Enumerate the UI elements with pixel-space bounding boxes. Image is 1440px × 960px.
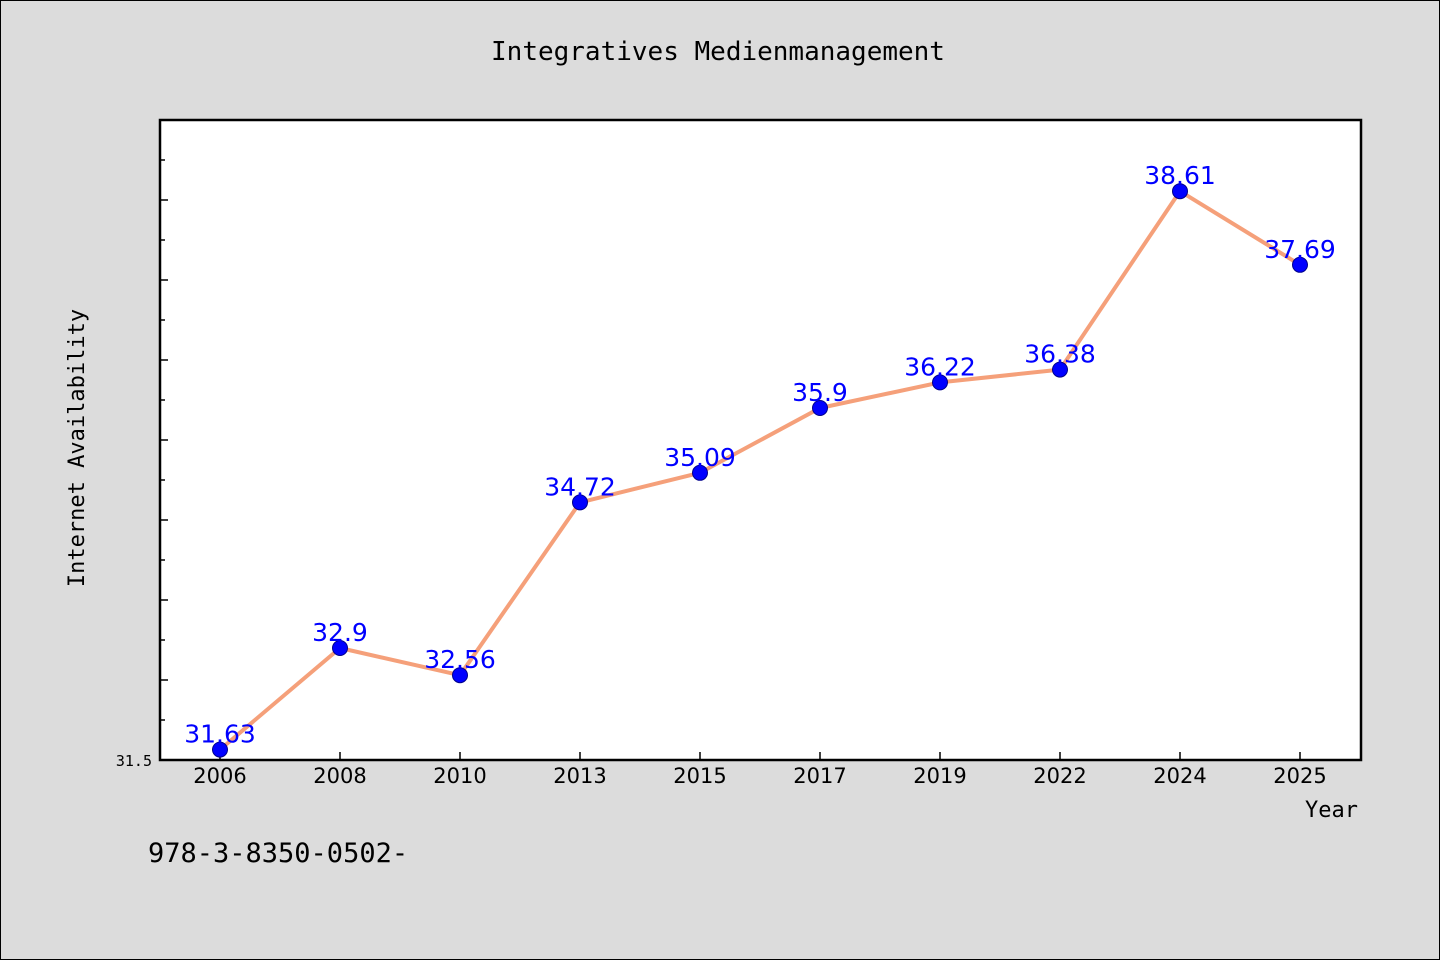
series-line	[218, 189, 1302, 752]
data-label: 37.69	[1264, 235, 1336, 264]
x-tick-label: 2017	[793, 764, 846, 788]
data-point	[932, 374, 948, 391]
data-label: 36.38	[1024, 340, 1096, 369]
data-label: 36.22	[904, 352, 976, 381]
x-axis-ticks: 2006 2008 2010 2013 2015 2017 2019 2022 2024 2025	[193, 752, 1327, 788]
x-tick-label: 2006	[193, 764, 246, 788]
series-layer: 31.63 32.9 32.56 34.72 35.09 35.9 36.22 36.38 38…	[184, 161, 1336, 758]
data-label: 31.63	[184, 720, 256, 749]
x-tick-label: 2015	[673, 764, 726, 788]
data-point	[1172, 183, 1188, 200]
footnote: 978-3-8350-0502-	[148, 838, 408, 869]
data-point	[332, 640, 348, 656]
x-tick-label: 2008	[313, 764, 366, 788]
data-point	[1052, 361, 1068, 378]
x-tick-label: 2022	[1033, 764, 1086, 788]
data-label: 32.9	[312, 618, 368, 647]
data-label: 34.72	[544, 472, 616, 501]
x-tick-label: 2024	[1153, 764, 1206, 788]
y-axis-label: Internet Availability	[65, 309, 90, 587]
data-point	[812, 400, 828, 416]
data-point	[452, 667, 468, 684]
data-point	[572, 494, 588, 511]
data-label: 35.09	[664, 443, 736, 472]
data-point	[692, 464, 708, 481]
y-tick-label: 31.5	[116, 752, 152, 770]
data-label: 32.56	[424, 645, 496, 674]
y-axis-ticks	[160, 119, 168, 761]
data-point	[1292, 256, 1308, 273]
x-tick-label: 2025	[1273, 764, 1326, 788]
x-axis-label: Year	[1305, 798, 1358, 823]
x-tick-label: 2013	[553, 764, 606, 788]
x-tick-label: 2019	[913, 764, 966, 788]
data-point	[212, 741, 228, 758]
data-label: 35.9	[792, 378, 848, 407]
chart-title: Integratives Medienmanagement	[491, 37, 945, 67]
x-tick-label: 2010	[433, 764, 486, 788]
data-label: 38.61	[1144, 161, 1216, 190]
